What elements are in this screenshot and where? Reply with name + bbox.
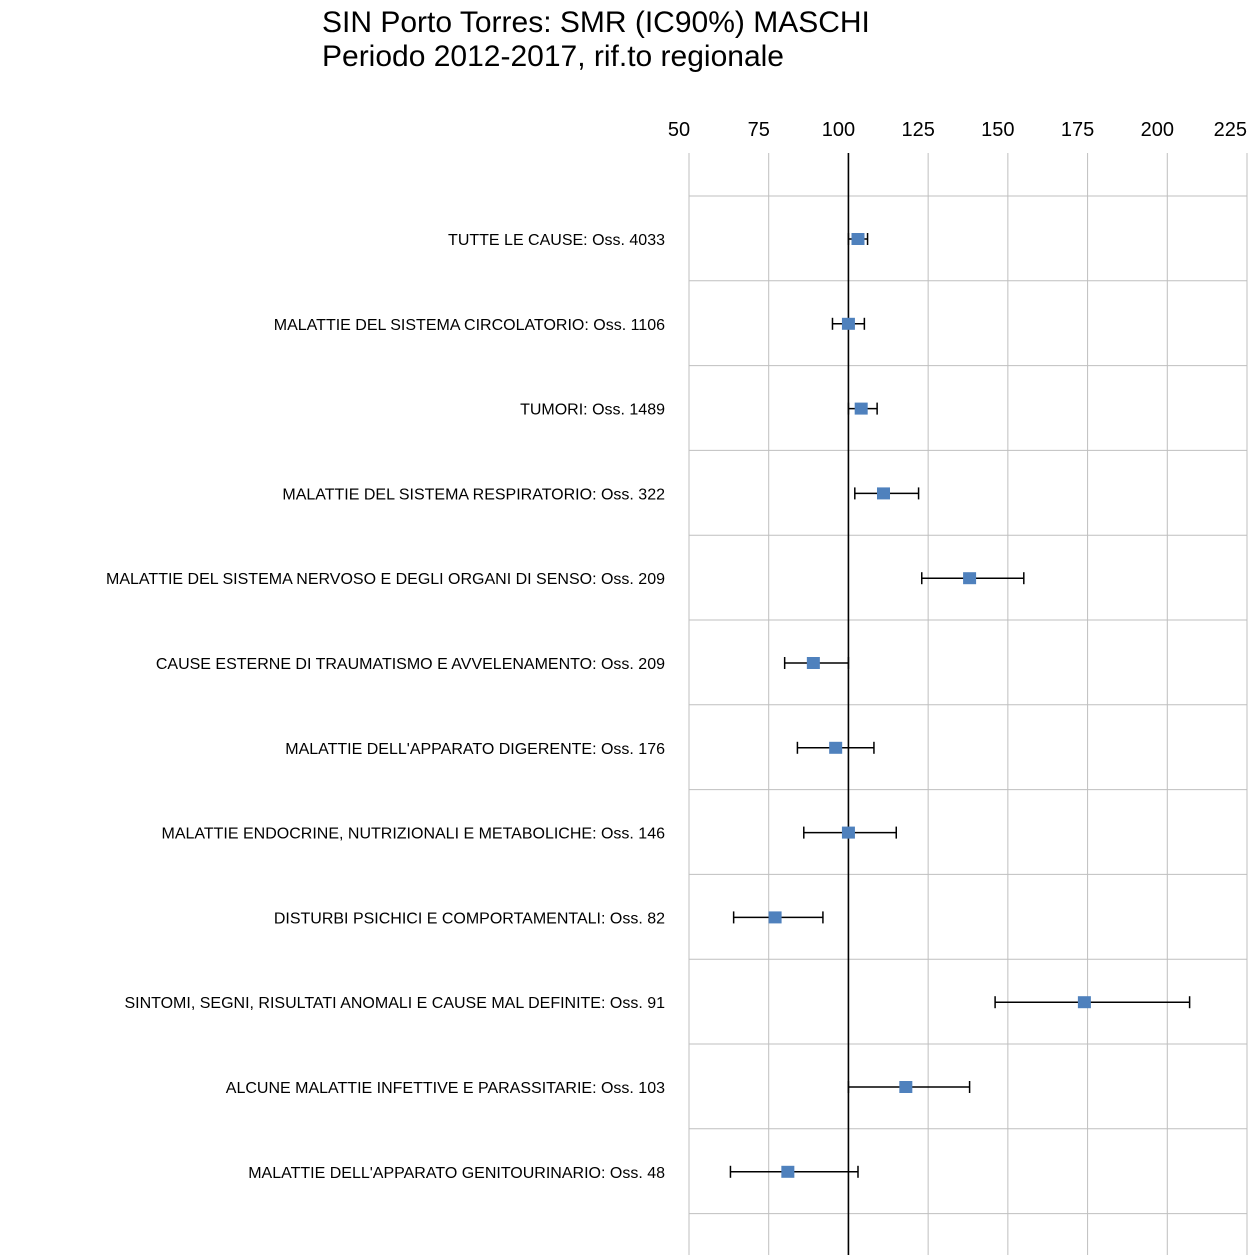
category-label: CAUSE ESTERNE DI TRAUMATISMO E AVVELENAM… <box>156 656 665 673</box>
x-tick-label: 50 <box>668 119 690 141</box>
smr-point <box>854 402 868 415</box>
chart-subtitle: Periodo 2012-2017, rif.to regionale <box>322 40 784 73</box>
category-label: MALATTIE DELL'APPARATO DIGERENTE: Oss. 1… <box>285 741 665 758</box>
smr-point <box>829 741 843 754</box>
smr-point <box>851 233 865 245</box>
smr-point <box>1077 996 1091 1009</box>
category-label: DISTURBI PSICHICI E COMPORTAMENTALI: Oss… <box>274 910 665 927</box>
category-label: ALCUNE MALATTIE INFETTIVE E PARASSITARIE… <box>226 1080 665 1097</box>
chart-title-line: SIN Porto Torres: SMR (IC90%) MASCHI <box>322 6 870 39</box>
smr-point <box>963 572 977 585</box>
smr-point <box>806 657 820 669</box>
category-label: TUTTE LE CAUSE: Oss. 4033 <box>448 232 665 249</box>
smr-point <box>768 911 782 924</box>
category-label: MALATTIE ENDOCRINE, NUTRIZIONALI E METAB… <box>162 826 666 843</box>
category-label: MALATTIE DEL SISTEMA CIRCOLATORIO: Oss. … <box>274 317 665 334</box>
category-label: MALATTIE DEL SISTEMA RESPIRATORIO: Oss. … <box>282 486 665 503</box>
smr-point <box>899 1081 913 1093</box>
x-tick-label: 75 <box>748 119 770 141</box>
smr-point <box>841 826 855 839</box>
x-tick-label: 100 <box>822 119 855 141</box>
x-tick-label: 150 <box>981 119 1014 141</box>
x-tick-label: 125 <box>901 119 934 141</box>
smr-point <box>877 487 891 500</box>
category-label: TUMORI: Oss. 1489 <box>520 402 665 419</box>
chart-title: SIN Porto Torres: SMR (IC90%) MASCHI Per… <box>322 6 870 74</box>
category-label: MALATTIE DELL'APPARATO GENITOURINARIO: O… <box>248 1165 665 1182</box>
smr-point <box>781 1165 795 1178</box>
category-label: MALATTIE DEL SISTEMA NERVOSO E DEGLI ORG… <box>106 571 665 588</box>
category-label: SINTOMI, SEGNI, RISULTATI ANOMALI E CAUS… <box>124 995 665 1012</box>
x-tick-label: 225 <box>1214 119 1247 141</box>
smr-point <box>841 317 855 330</box>
x-tick-label: 175 <box>1061 119 1094 141</box>
x-tick-label: 200 <box>1141 119 1174 141</box>
